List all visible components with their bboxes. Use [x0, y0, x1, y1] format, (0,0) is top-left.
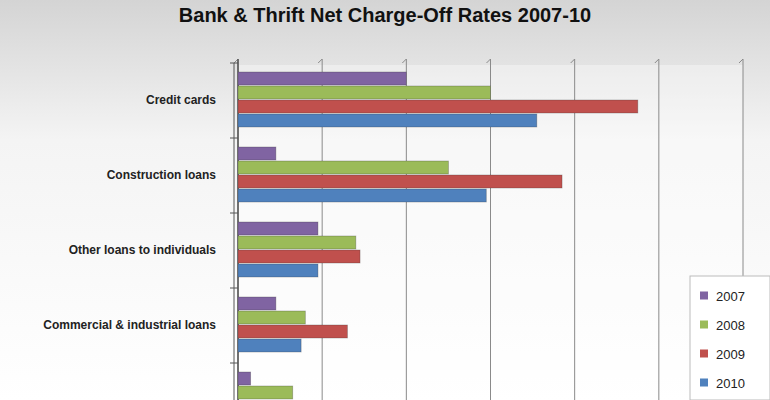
- bar: [238, 264, 318, 277]
- bar: [238, 250, 360, 263]
- category-tick: [230, 138, 238, 139]
- bar: [238, 325, 347, 338]
- legend-label: 2010: [716, 376, 745, 391]
- bar: [238, 72, 406, 85]
- bar: [238, 222, 318, 235]
- legend-swatch: [700, 292, 708, 300]
- legend: 2007 2008 2009 2010: [690, 276, 770, 400]
- legend-swatch: [700, 379, 708, 387]
- bar: [238, 189, 486, 202]
- bar: [238, 372, 251, 385]
- bar: [238, 86, 491, 99]
- legend-label: 2008: [716, 318, 745, 333]
- bar: [238, 114, 537, 127]
- bar: [238, 236, 356, 249]
- bar: [238, 297, 276, 310]
- category-tick: [230, 363, 238, 364]
- bar: [238, 386, 293, 399]
- category-label: Credit cards: [146, 93, 216, 107]
- legend-label: 2007: [716, 289, 745, 304]
- grid-line-depth: [571, 59, 575, 63]
- bars: [238, 72, 638, 399]
- category-label: Construction loans: [107, 168, 217, 182]
- grid-line-depth: [402, 59, 406, 63]
- category-axis-depth: [234, 63, 235, 400]
- bar: [238, 339, 301, 352]
- grid-line: [658, 59, 659, 400]
- chart: Bank & Thrift Net Charge-Off Rates 2007-…: [0, 0, 770, 400]
- bar: [238, 175, 562, 188]
- legend-box: [690, 276, 770, 400]
- legend-label: 2009: [716, 347, 745, 362]
- legend-swatch: [700, 321, 708, 329]
- grid-line-depth: [318, 59, 322, 63]
- bar: [238, 161, 448, 174]
- category-tick: [230, 213, 238, 214]
- category-label: Commercial & industrial loans: [43, 318, 216, 332]
- category-tick: [230, 288, 238, 289]
- grid-line-depth: [739, 59, 743, 63]
- grid-line-depth: [487, 59, 491, 63]
- bar: [238, 311, 305, 324]
- title: Bank & Thrift Net Charge-Off Rates 2007-…: [179, 4, 591, 26]
- bar: [238, 100, 638, 113]
- legend-swatch: [700, 350, 708, 358]
- category-tick: [230, 63, 238, 64]
- bar: [238, 147, 276, 160]
- category-label: Other loans to individuals: [69, 243, 217, 257]
- grid-line-depth: [655, 59, 659, 63]
